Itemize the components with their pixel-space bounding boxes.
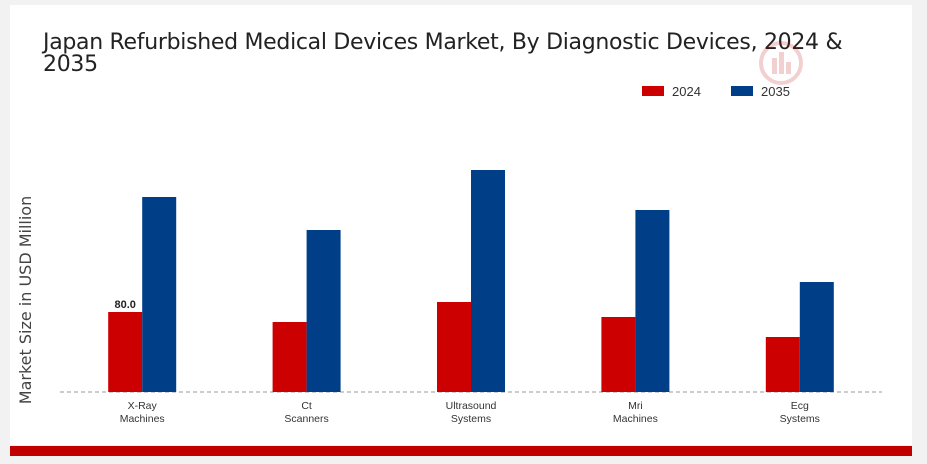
bar-2035-1 <box>306 230 341 392</box>
bar-2024-3 <box>601 317 636 392</box>
x-tick-label: Ct Scanners <box>284 400 328 425</box>
x-tick-label: X-Ray Machines <box>120 400 165 425</box>
watermark-logo-icon <box>759 41 803 85</box>
data-label: 80.0 <box>114 299 135 311</box>
legend-swatch-2024 <box>642 86 664 96</box>
bar-2024-2 <box>437 302 471 392</box>
bar-2035-3 <box>635 210 670 392</box>
legend: 2024 2035 <box>642 84 790 99</box>
bar-2024-4 <box>765 337 800 392</box>
footer-accent-bar <box>10 446 912 456</box>
x-tick-label: Mri Machines <box>613 400 658 425</box>
data-labels: 80.0 <box>114 299 135 311</box>
legend-label-2035: 2035 <box>761 84 790 99</box>
legend-label-2024: 2024 <box>672 84 701 99</box>
x-tick-label: Ultrasound Systems <box>446 400 497 425</box>
x-tick-labels: X-Ray Machines Ct Scanners Ultrasound Systems… <box>120 400 820 425</box>
bars-group <box>108 170 834 392</box>
chart-title: Japan Refurbished Medical Devices Market… <box>43 30 843 77</box>
legend-swatch-2035 <box>731 86 753 96</box>
bar-2035-4 <box>799 282 834 392</box>
bar-2024-0 <box>108 312 143 392</box>
bar-2035-0 <box>142 197 177 392</box>
bar-2024-1 <box>272 322 307 392</box>
x-tick-label: Ecg Systems <box>780 400 820 425</box>
y-axis-label: Market Size in USD Million <box>16 196 35 404</box>
bar-2035-2 <box>471 170 505 392</box>
